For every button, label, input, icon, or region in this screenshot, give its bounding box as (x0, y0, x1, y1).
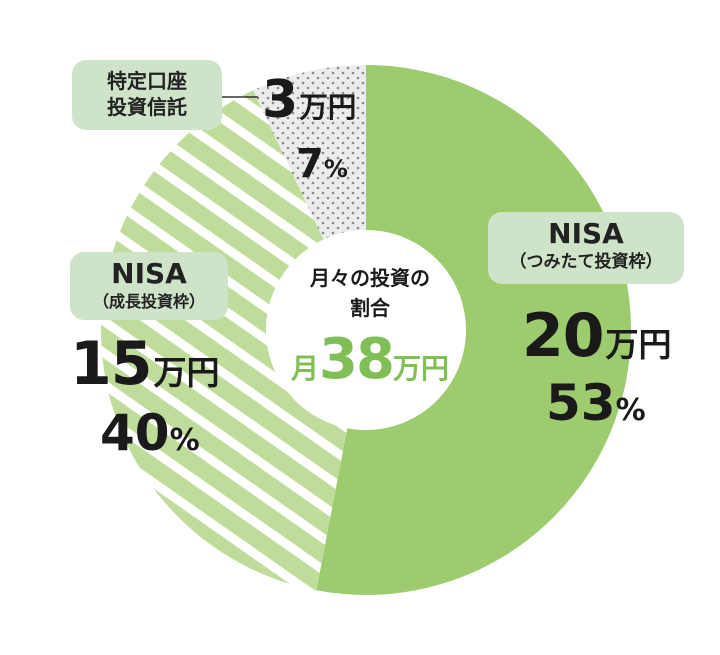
amount-nisa-tsumitate: 20万円 (522, 306, 672, 366)
label-nisa-tsumitate-line2: （つみたて投資枠） (509, 252, 663, 272)
percent-tokutei: 7% (296, 144, 348, 184)
slice-tsumitate (316, 65, 631, 595)
percent-nisa-seicho-value: 40 (100, 404, 170, 462)
label-tokutei-line1: 特定口座 (107, 69, 187, 93)
label-tokutei: 特定口座 投資信託 (72, 60, 222, 130)
center-caption-line1: 月々の投資の (310, 266, 430, 290)
center-total-prefix: 月 (291, 352, 320, 385)
center-caption-line2: 割合 (350, 296, 390, 320)
percent-tokutei-symbol: % (323, 155, 348, 183)
slice-seicho (101, 90, 366, 591)
label-nisa-seicho-line1: NISA (111, 257, 187, 290)
center-total-unit: 万円 (392, 352, 449, 385)
percent-nisa-seicho: 40% (100, 408, 200, 458)
percent-tokutei-value: 7 (296, 141, 324, 187)
percent-nisa-tsumitate-value: 53 (546, 374, 616, 432)
label-tokutei-line2: 投資信託 (107, 95, 187, 119)
amount-nisa-seicho: 15万円 (70, 334, 220, 394)
percent-nisa-tsumitate-symbol: % (615, 393, 646, 428)
label-nisa-tsumitate-line1: NISA (548, 217, 624, 250)
donut-hole (266, 230, 466, 430)
amount-nisa-tsumitate-unit: 万円 (605, 325, 672, 364)
amount-tokutei-unit: 万円 (299, 90, 357, 124)
label-nisa-tsumitate: NISA （つみたて投資枠） (488, 212, 684, 284)
amount-nisa-seicho-unit: 万円 (153, 353, 220, 392)
percent-nisa-seicho-symbol: % (169, 423, 200, 458)
percent-nisa-tsumitate: 53% (546, 378, 646, 428)
amount-nisa-tsumitate-value: 20 (522, 301, 604, 371)
amount-nisa-seicho-value: 15 (70, 329, 152, 399)
center-total: 月38万円 (270, 332, 470, 388)
amount-tokutei: 3万円 (262, 74, 356, 126)
center-total-value: 38 (319, 327, 395, 392)
label-nisa-seicho-line2: （成長投資枠） (92, 292, 205, 311)
amount-tokutei-value: 3 (262, 70, 298, 130)
label-nisa-seicho: NISA （成長投資枠） (70, 252, 228, 320)
